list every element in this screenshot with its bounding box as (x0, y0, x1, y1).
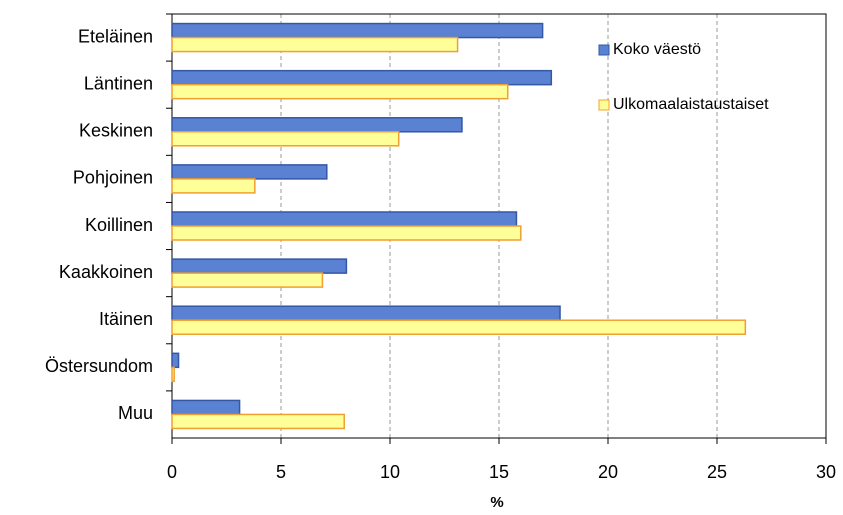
y-tick-label: Östersundom (45, 356, 153, 376)
x-tick-label: 30 (816, 462, 836, 482)
bar (171, 83, 509, 100)
bar (171, 413, 345, 430)
bar (171, 211, 518, 227)
legend-label: Ulkomaalaistaustaiset (613, 96, 769, 113)
x-tick-label: 10 (380, 462, 400, 482)
x-axis-label: % (490, 494, 503, 510)
y-tick-label: Koillinen (85, 215, 153, 235)
bar (171, 366, 175, 383)
bar (171, 131, 400, 147)
legend-marker (598, 44, 610, 56)
bar (171, 117, 463, 133)
bar (171, 258, 348, 274)
bar (171, 225, 522, 241)
y-tick-label: Eteläinen (78, 26, 153, 46)
bar (171, 22, 544, 39)
bar (171, 352, 180, 369)
y-tick-label: Kaakkoinen (59, 262, 153, 282)
bar (171, 319, 747, 335)
bar (171, 272, 324, 288)
legend-marker (598, 99, 610, 111)
bar (171, 164, 328, 180)
x-tick-label: 15 (489, 462, 509, 482)
x-tick-label: 25 (707, 462, 727, 482)
y-tick-label: Pohjoinen (73, 168, 153, 188)
bar (171, 69, 553, 86)
x-tick-label: 20 (598, 462, 618, 482)
x-tick-label: 5 (276, 462, 286, 482)
bar (171, 36, 459, 53)
y-tick-label: Itäinen (99, 309, 153, 329)
bar (171, 305, 561, 321)
y-tick-label: Läntinen (84, 73, 153, 93)
x-tick-label: 0 (167, 462, 177, 482)
y-tick-label: Keskinen (79, 121, 153, 141)
bar (171, 178, 256, 194)
legend-label: Koko väestö (613, 41, 701, 58)
y-tick-label: Muu (118, 403, 153, 423)
bar (171, 399, 241, 416)
